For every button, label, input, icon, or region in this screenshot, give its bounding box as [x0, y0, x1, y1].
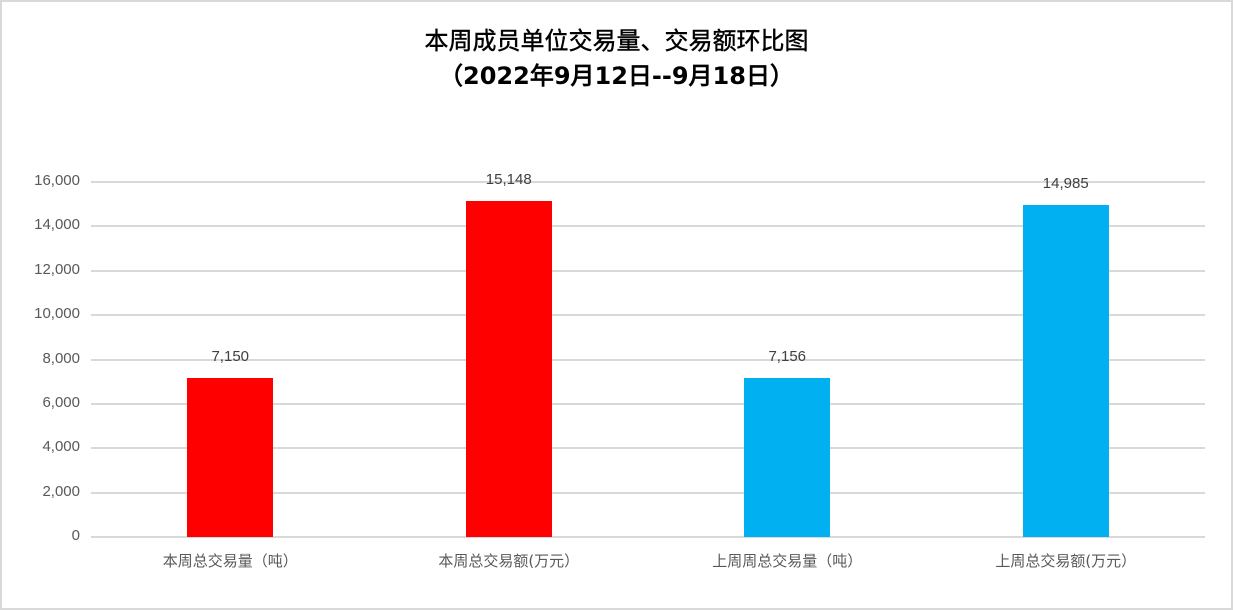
gridline	[91, 269, 1205, 272]
x-category-label: 上周周总交易量（吨）	[712, 552, 863, 570]
x-category-label: 上周总交易额(万元）	[995, 552, 1137, 570]
gridline	[91, 402, 1205, 405]
data-label: 7,156	[768, 348, 807, 366]
bar[interactable]	[1022, 204, 1109, 537]
y-tick-label: 6,000	[42, 393, 80, 411]
y-tick-label: 14,000	[34, 216, 80, 234]
gridline	[91, 358, 1205, 361]
bar[interactable]	[465, 200, 552, 537]
data-label: 15,148	[485, 170, 532, 188]
x-category-label: 本周总交易量（吨）	[162, 552, 298, 570]
bar[interactable]	[187, 378, 274, 537]
y-tick-label: 12,000	[34, 260, 80, 278]
bar[interactable]	[744, 378, 831, 537]
y-tick-label: 0	[71, 527, 80, 544]
y-tick-label: 4,000	[42, 438, 80, 456]
y-tick-label: 8,000	[42, 349, 80, 367]
y-tick-label: 16,000	[34, 172, 80, 189]
gridline	[91, 225, 1205, 228]
data-label: 7,150	[211, 348, 250, 366]
y-tick-label: 2,000	[42, 482, 80, 500]
chart-title: 本周成员单位交易量、交易额环比图	[424, 27, 809, 55]
data-label: 14,985	[1042, 174, 1089, 192]
gridline	[91, 536, 1205, 538]
gridline	[91, 181, 1205, 183]
y-tick-label: 10,000	[34, 305, 80, 323]
gridline	[91, 447, 1205, 450]
gridline	[91, 314, 1205, 317]
gridline	[91, 491, 1205, 494]
x-category-label: 本周总交易额(万元）	[438, 552, 580, 570]
chart-subtitle: （2022年9月12日--9月18日）	[439, 62, 794, 90]
